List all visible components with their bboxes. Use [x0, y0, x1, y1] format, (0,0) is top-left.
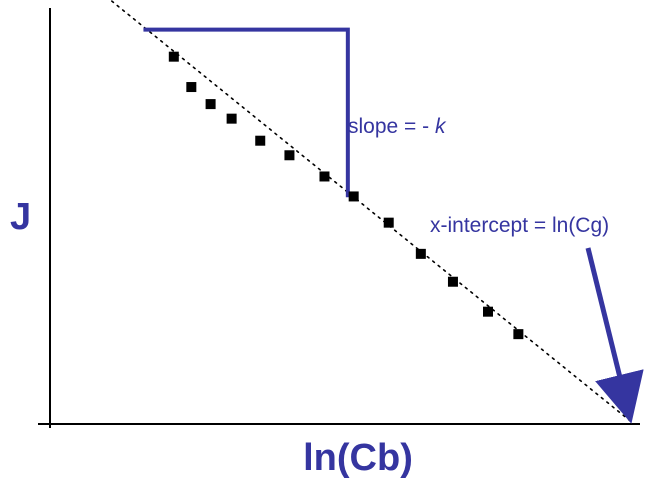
y-axis-title: J [10, 196, 31, 238]
slope-triangle [143, 27, 350, 198]
slope-label-k: k [435, 115, 447, 138]
data-point [415, 248, 426, 259]
trend-line [109, 0, 635, 425]
intercept-label: x-intercept = ln(Cg) [430, 214, 609, 237]
slope-label: slope = - k [348, 115, 447, 138]
data-points [168, 51, 524, 340]
x-axis-title: ln(Cb) [303, 437, 413, 479]
data-point [513, 329, 524, 340]
data-point [348, 191, 359, 202]
data-point [255, 135, 266, 146]
data-point [383, 217, 394, 228]
data-point [447, 276, 458, 287]
data-point [319, 171, 330, 182]
data-point [483, 306, 493, 317]
intercept-arrow [585, 247, 644, 424]
data-point [168, 51, 179, 62]
slope-label-text: slope = - [348, 115, 435, 138]
data-point [186, 82, 197, 93]
data-point [205, 99, 216, 110]
data-point [226, 113, 237, 124]
data-point [284, 150, 295, 161]
